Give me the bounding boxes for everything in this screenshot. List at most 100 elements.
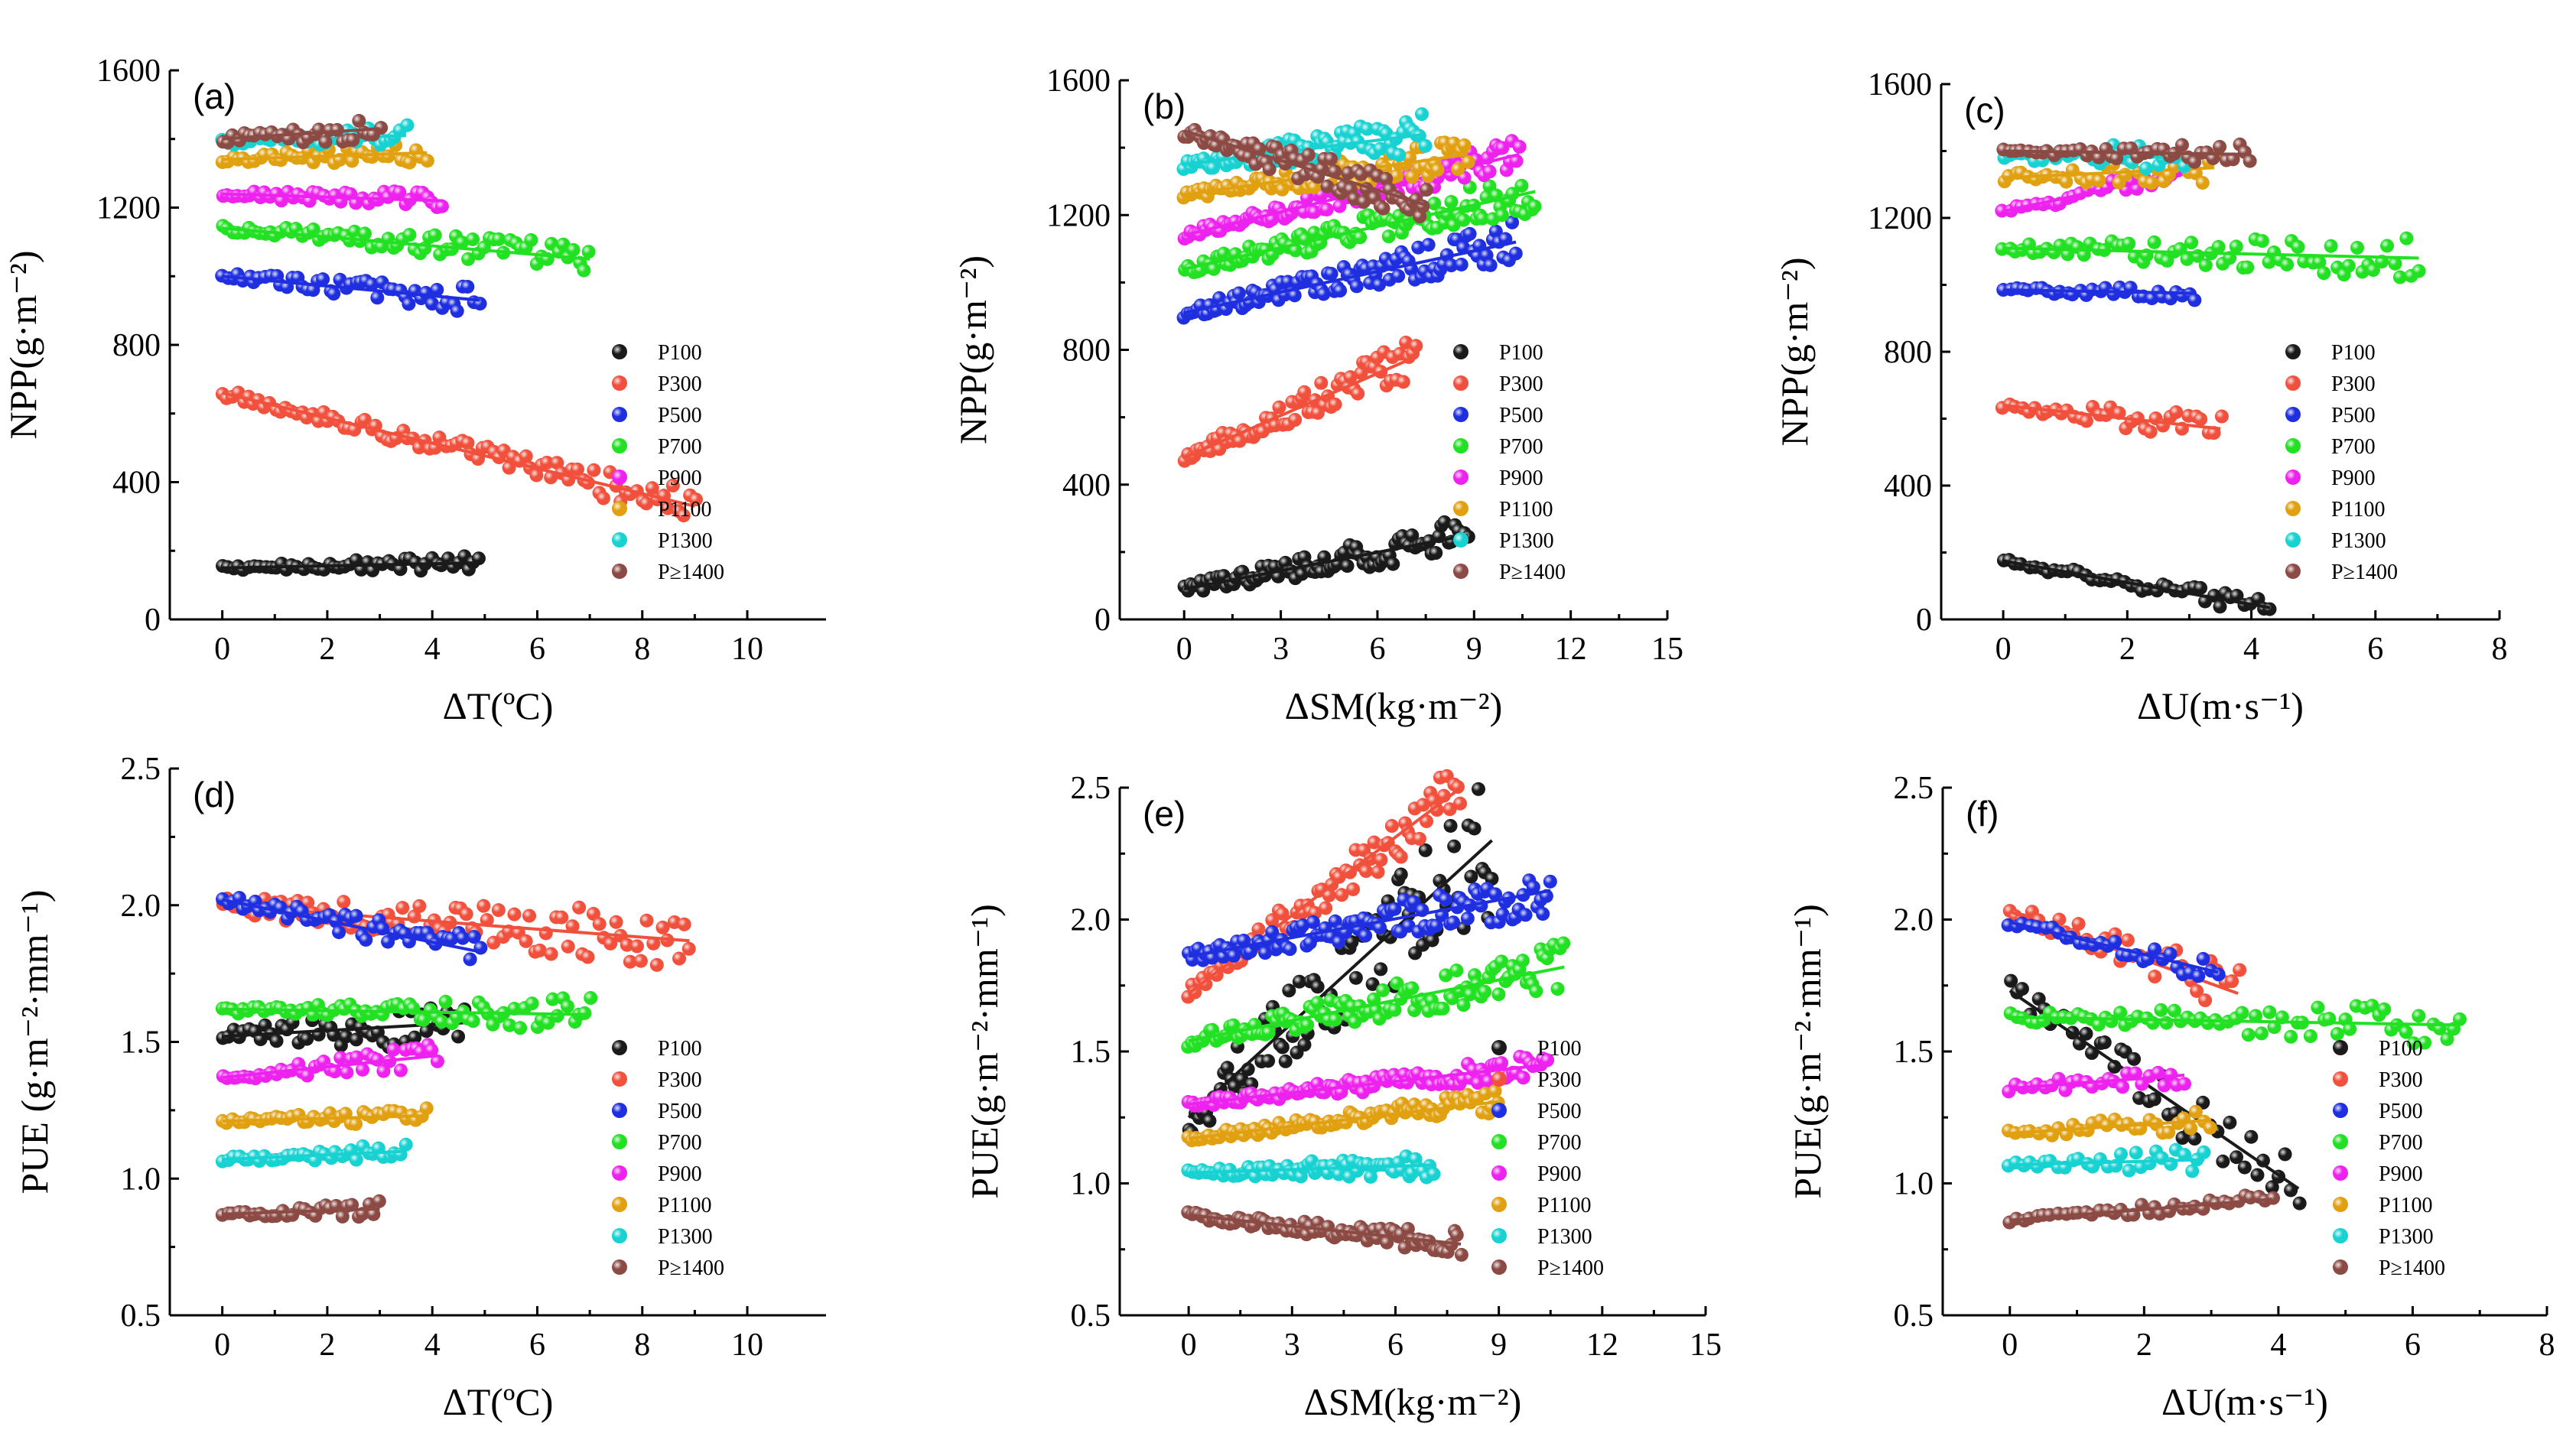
legend-label: P≥1400 — [658, 561, 724, 584]
data-point-highlight — [524, 232, 538, 247]
data-point-highlight — [1543, 874, 1557, 889]
y-tick-label: 2.0 — [1071, 903, 1111, 938]
legend-label: P1100 — [658, 1194, 712, 1217]
legend-label: P1300 — [658, 1225, 713, 1249]
data-point-highlight — [1467, 821, 1482, 836]
legend-marker-highlight — [612, 564, 627, 579]
series-p1100 — [216, 1101, 434, 1131]
data-point-highlight — [1328, 1012, 1342, 1027]
data-point-highlight — [318, 135, 333, 149]
series-p300 — [1181, 769, 1468, 1004]
series-p1300 — [215, 1137, 413, 1168]
data-point-highlight — [412, 899, 427, 913]
legend-label: P1100 — [658, 498, 712, 522]
legend-marker-highlight — [612, 501, 627, 516]
data-point-highlight — [633, 954, 648, 968]
x-axis-label: ΔT(ºC) — [443, 684, 554, 727]
legend-marker-highlight — [612, 1197, 627, 1212]
x-tick-label: 6 — [1369, 632, 1385, 667]
data-point-highlight — [1449, 964, 1464, 978]
data-point-highlight — [1306, 915, 1320, 929]
data-point-highlight — [1405, 981, 1420, 996]
data-point-highlight — [2194, 412, 2208, 427]
data-point-highlight — [1438, 892, 1452, 907]
data-point-highlight — [455, 236, 470, 250]
x-tick-label: 8 — [2492, 632, 2508, 667]
data-point-highlight — [529, 468, 544, 483]
data-point-highlight — [420, 154, 434, 168]
data-point-highlight — [402, 228, 417, 242]
data-point-highlight — [1319, 901, 1333, 915]
data-point-highlight — [349, 908, 363, 923]
data-point-highlight — [1509, 154, 1524, 168]
data-point-highlight — [2213, 600, 2227, 614]
data-point-highlight — [1297, 385, 1312, 399]
data-point-highlight — [1348, 970, 1363, 985]
data-point-highlight — [1461, 154, 1475, 169]
data-point-highlight — [1527, 199, 1542, 213]
data-point-highlight — [1516, 1071, 1530, 1085]
data-point-highlight — [1430, 163, 1445, 177]
data-point-highlight — [346, 133, 360, 148]
data-point-highlight — [2147, 235, 2161, 249]
y-tick-label: 800 — [1884, 335, 1932, 370]
x-tick-label: 3 — [1284, 1328, 1300, 1363]
data-point-highlight — [1488, 224, 1503, 239]
data-point-highlight — [359, 932, 373, 947]
y-tick-label: 1200 — [1046, 198, 1111, 233]
data-point-highlight — [577, 263, 591, 278]
data-point-highlight — [434, 199, 449, 213]
data-point-highlight — [1454, 257, 1469, 271]
data-point-highlight — [1483, 258, 1498, 272]
series-p300 — [1995, 397, 2229, 440]
data-point-highlight — [476, 899, 491, 913]
data-point-highlight — [609, 915, 623, 929]
data-point-highlight — [466, 1014, 480, 1029]
data-point-highlight — [1471, 782, 1485, 796]
legend-marker-highlight — [2285, 470, 2301, 485]
data-point-highlight — [655, 920, 670, 934]
legend-marker-highlight — [612, 1071, 627, 1087]
legend-marker-highlight — [2285, 532, 2301, 548]
legend-label: P≥1400 — [658, 1256, 724, 1280]
legend-marker-highlight — [1453, 375, 1469, 391]
legend-marker-highlight — [1453, 470, 1469, 485]
y-tick-label: 400 — [1884, 469, 1932, 504]
data-point-highlight — [1374, 853, 1388, 867]
data-point-highlight — [1478, 984, 1492, 999]
data-point-highlight — [522, 908, 536, 923]
data-point-highlight — [584, 991, 598, 1006]
data-point-highlight — [1512, 139, 1527, 154]
data-point-highlight — [392, 185, 407, 200]
data-point-highlight — [337, 895, 351, 909]
data-point-highlight — [398, 1137, 413, 1152]
legend-marker-highlight — [612, 1259, 627, 1275]
legend-marker-highlight — [2285, 564, 2301, 579]
data-point-highlight — [1299, 190, 1314, 205]
legend-label: P100 — [658, 341, 702, 365]
y-tick-label: 1200 — [1868, 201, 1932, 236]
legend-label: P100 — [1499, 341, 1543, 365]
x-axis-label: ΔSM(kg·m⁻²) — [1285, 684, 1503, 727]
y-tick-label: 800 — [1062, 333, 1111, 369]
data-point-highlight — [460, 436, 475, 450]
data-point-highlight — [1300, 1018, 1315, 1032]
legend-label: P700 — [658, 435, 702, 459]
x-tick-label: 0 — [214, 632, 230, 667]
data-point-highlight — [2187, 293, 2202, 307]
y-tick-label: 1600 — [1868, 67, 1932, 102]
x-tick-label: 2 — [319, 632, 335, 667]
data-point-highlight — [681, 941, 696, 956]
legend-label: P500 — [2331, 404, 2376, 427]
y-axis-label: PUE (g·m⁻²·mm⁻¹) — [13, 890, 56, 1194]
data-point-highlight — [2380, 239, 2395, 253]
data-point-highlight — [677, 917, 691, 931]
data-point-highlight — [419, 1101, 434, 1116]
data-point-highlight — [1550, 982, 1565, 996]
x-axis-label: ΔSM(kg·m⁻²) — [1304, 1380, 1522, 1423]
data-point-highlight — [1457, 138, 1472, 152]
data-point-highlight — [491, 903, 506, 918]
